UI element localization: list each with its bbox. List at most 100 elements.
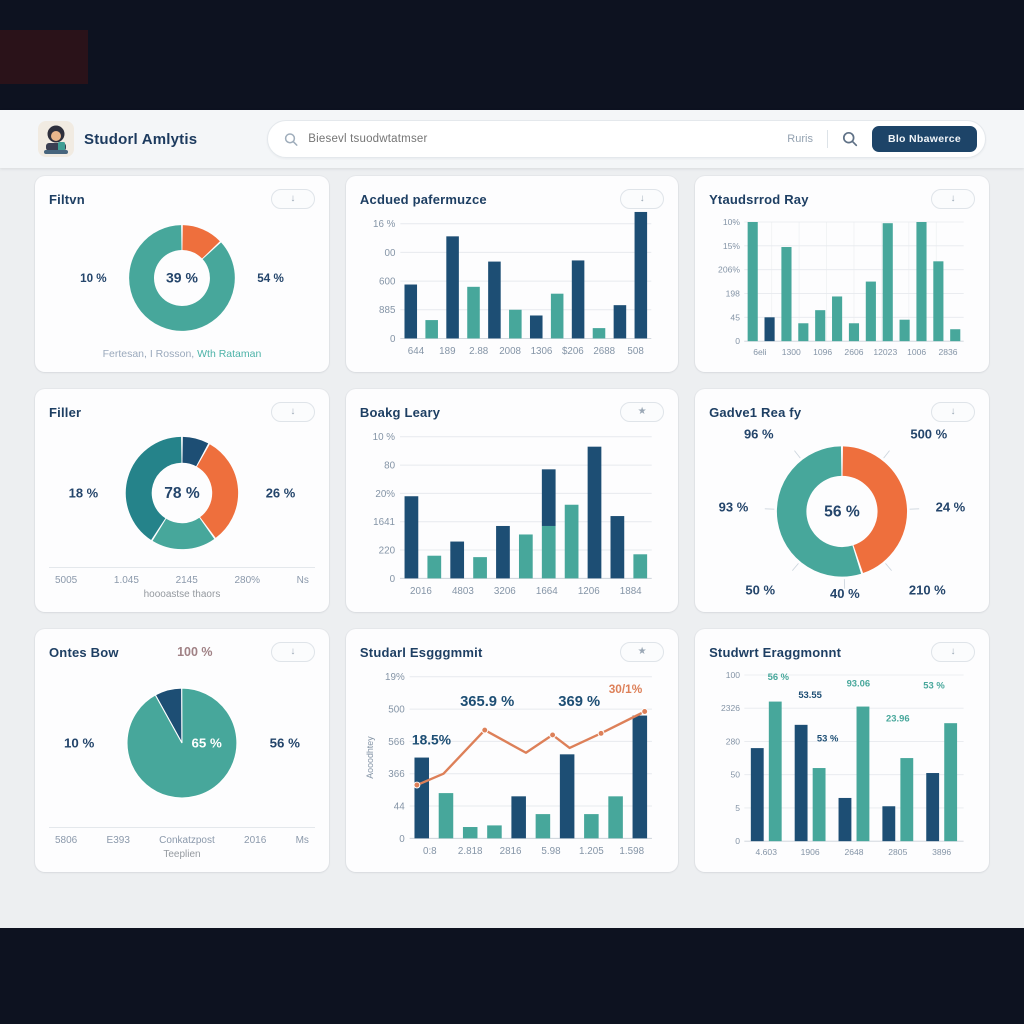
card-pie: Ontes Bow 100 % ↓ 65 % 10 % 56 % 5806 E393 C… (35, 629, 329, 872)
svg-text:50: 50 (731, 770, 741, 780)
svg-text:10 %: 10 % (80, 272, 107, 285)
svg-text:500 %: 500 % (910, 427, 947, 442)
svg-text:93 %: 93 % (719, 500, 749, 515)
bottom-axis-row: 5806 E393 Conkatzpost 2016 Ms (49, 827, 315, 846)
svg-text:65 %: 65 % (192, 735, 222, 750)
svg-text:23.96: 23.96 (886, 713, 910, 724)
svg-text:1641: 1641 (373, 517, 395, 528)
star-icon: ★ (637, 406, 647, 417)
svg-text:44: 44 (394, 801, 405, 812)
svg-text:1664: 1664 (536, 586, 558, 597)
svg-text:0: 0 (735, 336, 740, 346)
svg-text:2008: 2008 (499, 346, 521, 357)
svg-text:10 %: 10 % (64, 735, 94, 750)
decorative-red-block (0, 30, 88, 84)
combo-chart: 19% 500 566 366 44 0 0:8 2.818 2816 5.98 1.205 1.59… (360, 663, 664, 860)
svg-text:369 %: 369 % (558, 694, 600, 710)
card-action-button[interactable]: ↓ (270, 642, 315, 662)
svg-text:644: 644 (408, 346, 425, 357)
search-submit-icon[interactable] (842, 131, 858, 147)
svg-text:56 %: 56 % (270, 735, 300, 750)
svg-text:19%: 19% (385, 672, 405, 683)
svg-text:5.98: 5.98 (541, 846, 561, 857)
svg-text:2016: 2016 (410, 586, 432, 597)
svg-text:2805: 2805 (888, 847, 907, 857)
brand[interactable]: Studorl Amlytis (38, 121, 233, 157)
download-icon: ↓ (639, 193, 645, 204)
card-bar-performance: Acdued pafermuzce ↓ 16 % 00 600 885 0 644 189 2… (345, 176, 679, 372)
app-header: Studorl Amlytis Ruris Blo Nbawerce (0, 110, 1024, 168)
svg-text:56 %: 56 % (824, 504, 860, 521)
svg-text:16 %: 16 % (373, 219, 396, 230)
svg-text:189: 189 (439, 346, 455, 357)
grouped-bar-chart: 100 2326 280 50 5 0 4.603 1906 2648 2805 3896 56 % 5… (709, 663, 975, 860)
bar-chart: 10 % 80 20% 1641 220 0 2016 4803 3206 1664 1206 188… (360, 423, 664, 600)
svg-text:0: 0 (390, 574, 396, 585)
svg-text:0: 0 (390, 334, 396, 345)
card-action-button[interactable]: ↓ (931, 402, 975, 422)
svg-text:2326: 2326 (721, 703, 740, 713)
svg-text:12023: 12023 (873, 347, 897, 357)
svg-text:198: 198 (726, 288, 741, 298)
svg-text:566: 566 (388, 737, 405, 748)
svg-text:24 %: 24 % (936, 500, 966, 515)
svg-text:280: 280 (726, 736, 741, 746)
card-action-button[interactable]: ↓ (620, 189, 665, 209)
donut-chart: 78 % 18 % 26 % (49, 423, 315, 563)
svg-text:Aooodhtey: Aooodhtey (365, 736, 375, 779)
svg-text:40 %: 40 % (830, 586, 860, 600)
svg-text:0: 0 (399, 834, 405, 845)
svg-text:53 %: 53 % (923, 679, 945, 690)
card-title: Ontes Bow (49, 644, 119, 660)
card-donut-3: Gadve1 Rea fy ↓ 56 % 96 % 500 % 93 % 24 % 50 … (695, 389, 989, 612)
svg-text:15%: 15% (723, 241, 741, 251)
bar-chart: 16 % 00 600 885 0 644 189 2.88 2008 1306 $206 2688 5… (360, 210, 664, 360)
star-icon: ★ (637, 646, 647, 657)
svg-text:2836: 2836 (939, 347, 958, 357)
download-icon: ↓ (290, 406, 296, 417)
card-combo-engagement: Studarl Esgggmmit ★ 19% 500 566 366 44 0 0:8 2.… (345, 629, 679, 872)
svg-text:500: 500 (388, 705, 405, 716)
svg-text:220: 220 (379, 545, 396, 556)
bottom-dark-band (0, 928, 1024, 1024)
svg-text:5: 5 (735, 803, 740, 813)
primary-action-button[interactable]: Blo Nbawerce (871, 126, 977, 152)
svg-text:00: 00 (384, 248, 395, 259)
card-action-button[interactable]: ★ (620, 642, 665, 662)
card-action-button[interactable]: ↓ (931, 189, 975, 209)
svg-text:1006: 1006 (907, 347, 926, 357)
svg-text:1.598: 1.598 (619, 846, 644, 857)
donut-chart: 56 % 96 % 500 % 93 % 24 % 50 % 40 % 210 % (709, 423, 975, 600)
svg-text:0:8: 0:8 (423, 846, 437, 857)
card-title: Studarl Esgggmmit (359, 644, 483, 660)
search-input[interactable] (308, 133, 788, 145)
svg-text:56 %: 56 % (768, 671, 790, 682)
card-action-button[interactable]: ↓ (270, 402, 315, 422)
card-donut-2: Filler ↓ 78 % 18 % 26 % 5005 1.045 2145 280% N… (35, 389, 329, 612)
svg-text:1300: 1300 (782, 347, 801, 357)
search-bar[interactable]: Ruris Blo Nbawerce (267, 120, 986, 158)
svg-text:6eli: 6eli (753, 347, 766, 357)
card-bar-ray: Ytaudsrrod Ray ↓ 10% 15% 206% 198 45 0 6eli 130… (695, 176, 989, 372)
donut-chart: 39 % 10 % 54 % (49, 210, 315, 346)
svg-text:4803: 4803 (452, 586, 474, 597)
card-action-button[interactable]: ★ (620, 402, 665, 422)
svg-text:600: 600 (379, 277, 396, 288)
svg-text:10 %: 10 % (373, 432, 396, 443)
header-right-label: Ruris (787, 133, 813, 145)
card-action-button[interactable]: ↓ (931, 642, 975, 662)
svg-text:2648: 2648 (845, 847, 864, 857)
svg-text:0: 0 (735, 836, 740, 846)
svg-text:18.5%: 18.5% (412, 733, 451, 748)
cards-grid: Filtvn ↓ 39 % 10 % 54 % Fertesan, I Rosson… (0, 168, 1024, 928)
chart-caption: hoooastse thaors (143, 589, 221, 600)
svg-text:1206: 1206 (578, 586, 600, 597)
card-title: Boakg Leary (359, 404, 441, 420)
card-action-button[interactable]: ↓ (270, 189, 315, 209)
header-divider (826, 130, 828, 148)
svg-text:39 %: 39 % (166, 270, 198, 286)
download-icon: ↓ (950, 406, 956, 417)
app-title: Studorl Amlytis (84, 130, 198, 148)
card-title: Filler (49, 404, 82, 420)
top-dark-band (0, 0, 1024, 110)
